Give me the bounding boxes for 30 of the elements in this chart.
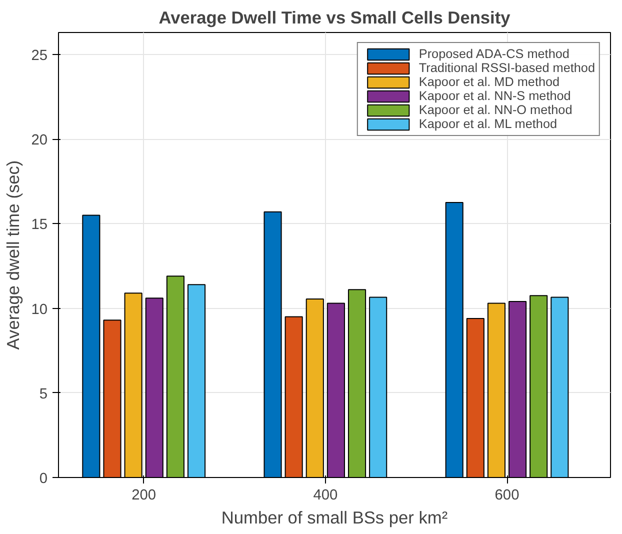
legend-label: Kapoor et al. NN-O method [418,103,572,117]
y-tick-label: 10 [31,302,48,318]
y-tick-label: 15 [31,217,48,234]
bar [103,320,122,478]
y-tick-label: 0 [39,471,48,487]
bar [82,214,100,478]
bar [445,202,464,478]
legend-label: Kapoor et al. ML method [418,117,558,131]
bar [550,296,569,478]
x-axis-title: Number of small BSs per km² [221,508,448,528]
x-tick-label: 600 [494,488,520,504]
x-tick-label: 200 [132,488,156,504]
chart-title: Average Dwell Time vs Small Cells Density [158,8,511,28]
bar [369,296,388,478]
legend-label: Traditional RSSI-based method [418,61,595,75]
legend-label: Kapoor et al. MD method [418,75,560,89]
bar [264,211,282,478]
y-tick-label: 5 [39,386,48,402]
bar [530,295,548,478]
bar [284,316,303,478]
legend-label: Kapoor et al. NN-S method [418,89,571,103]
bar [187,284,206,478]
x-tick-label: 400 [313,488,338,504]
y-axis-title: Average dwell time (sec) [3,160,24,350]
legend-label: Proposed ADA-CS method [418,47,570,61]
bar [348,289,366,478]
bar [466,318,484,478]
y-tick-label: 20 [31,132,48,149]
bar [166,276,184,478]
y-tick-label: 25 [31,48,48,64]
